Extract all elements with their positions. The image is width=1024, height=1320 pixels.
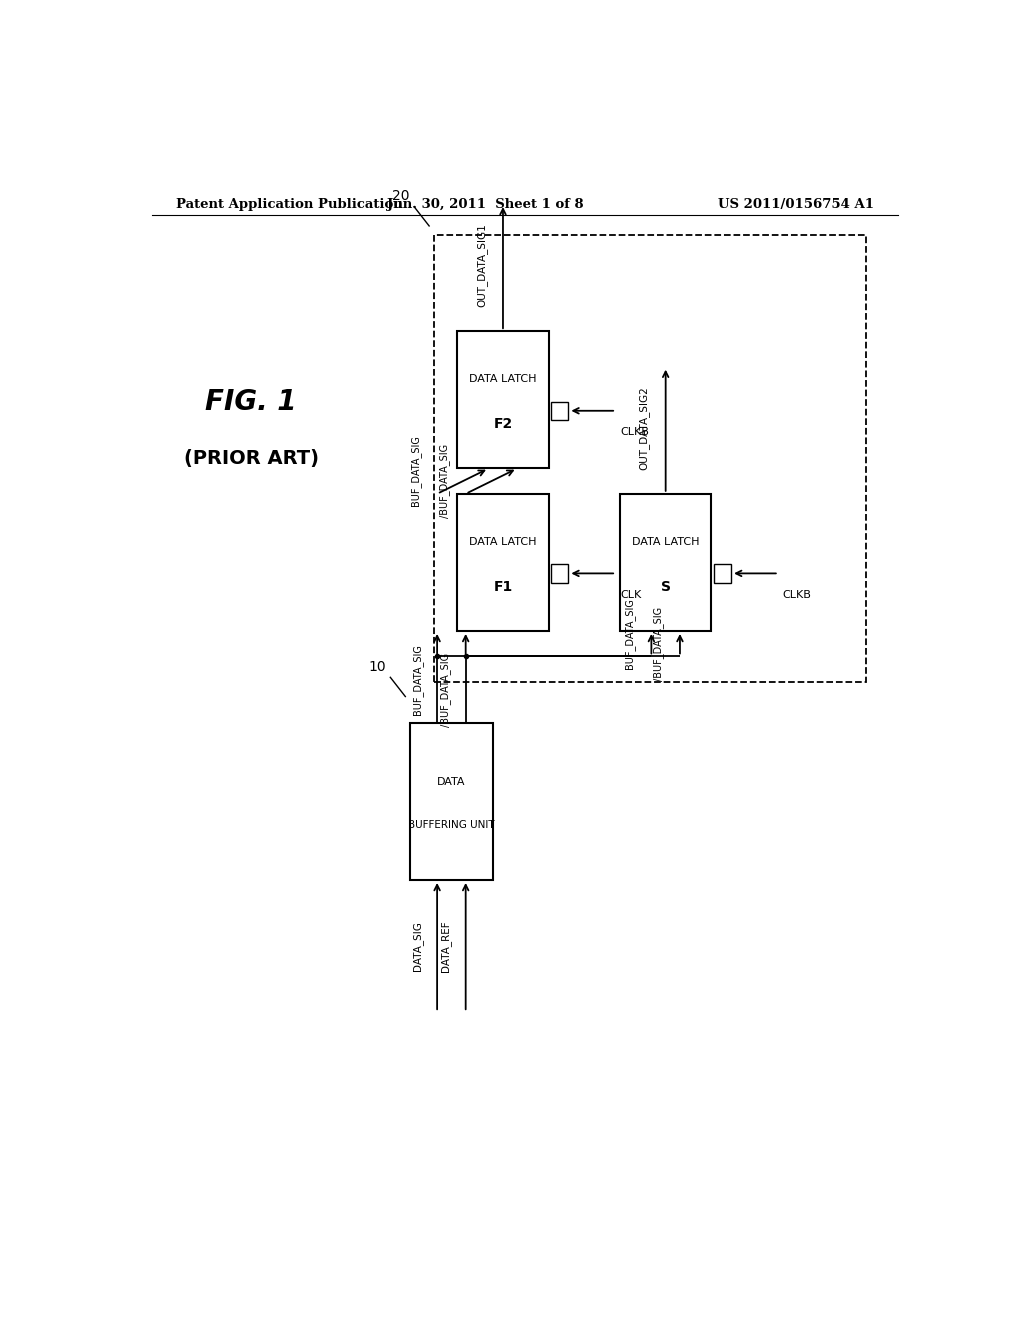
Text: BUF_DATA_SIG: BUF_DATA_SIG: [412, 644, 423, 714]
Text: Jun. 30, 2011  Sheet 1 of 8: Jun. 30, 2011 Sheet 1 of 8: [387, 198, 584, 211]
Text: 10: 10: [369, 660, 386, 673]
Text: /BUF_DATA_SIG: /BUF_DATA_SIG: [439, 444, 450, 519]
Text: Patent Application Publication: Patent Application Publication: [176, 198, 402, 211]
Bar: [551, 401, 568, 420]
Text: F1: F1: [494, 579, 513, 594]
Text: DATA LATCH: DATA LATCH: [469, 374, 537, 384]
Text: F2: F2: [494, 417, 513, 432]
FancyBboxPatch shape: [458, 494, 549, 631]
Text: 20: 20: [392, 189, 410, 203]
Text: DATA: DATA: [437, 777, 466, 787]
Text: CLKB: CLKB: [620, 428, 649, 437]
FancyBboxPatch shape: [458, 331, 549, 469]
Text: CLK: CLK: [620, 590, 641, 599]
Text: FIG. 1: FIG. 1: [205, 388, 297, 416]
Text: BUF_DATA_SIG: BUF_DATA_SIG: [411, 436, 421, 507]
FancyBboxPatch shape: [433, 235, 866, 682]
Bar: [551, 564, 568, 582]
Text: US 2011/0156754 A1: US 2011/0156754 A1: [718, 198, 873, 211]
Text: (PRIOR ART): (PRIOR ART): [183, 449, 318, 467]
Text: OUT_DATA_SIG1: OUT_DATA_SIG1: [476, 223, 487, 308]
Text: OUT_DATA_SIG2: OUT_DATA_SIG2: [639, 385, 649, 470]
Text: BUFFERING UNIT: BUFFERING UNIT: [409, 820, 495, 830]
Text: CLKB: CLKB: [782, 590, 812, 599]
Text: S: S: [660, 579, 671, 594]
Text: BUF_DATA_SIG: BUF_DATA_SIG: [625, 598, 636, 669]
Text: DATA_REF: DATA_REF: [440, 920, 452, 972]
Text: /BUF_DATA_SIG: /BUF_DATA_SIG: [653, 607, 664, 681]
FancyBboxPatch shape: [620, 494, 712, 631]
FancyBboxPatch shape: [410, 722, 494, 880]
Text: DATA_SIG: DATA_SIG: [412, 921, 423, 972]
Bar: [714, 564, 731, 582]
Text: DATA LATCH: DATA LATCH: [469, 537, 537, 546]
Text: DATA LATCH: DATA LATCH: [632, 537, 699, 546]
Text: /BUF_DATA_SIG: /BUF_DATA_SIG: [440, 652, 452, 726]
